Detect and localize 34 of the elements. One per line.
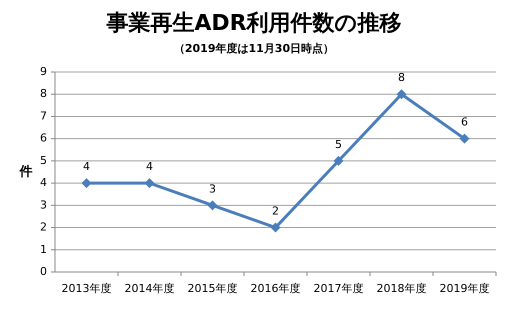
y-tick-label: 8 [40, 87, 47, 100]
chart-title: 事業再生ADR利用件数の推移 [105, 11, 402, 36]
data-label: 3 [209, 182, 216, 196]
x-tick-label: 2017年度 [314, 282, 364, 295]
x-tick-label: 2018年度 [376, 282, 426, 295]
point [460, 134, 470, 144]
x-tick-label: 2016年度 [250, 282, 300, 295]
point [82, 178, 92, 188]
y-tick-label: 2 [40, 220, 47, 234]
data-label: 4 [146, 160, 153, 174]
y-tick-label: 1 [40, 242, 47, 256]
y-tick-label: 4 [40, 176, 47, 190]
data-label: 4 [83, 160, 90, 174]
point [396, 89, 406, 100]
y-tick-label: 3 [40, 198, 47, 212]
y-tick-label: 7 [40, 109, 47, 122]
data-label: 6 [461, 116, 468, 129]
data-label: 5 [335, 138, 342, 151]
y-tick-label: 5 [40, 154, 47, 167]
x-tick-label: 2013年度 [62, 282, 112, 295]
point [270, 222, 280, 233]
point [334, 156, 344, 166]
y-tick-label: 9 [40, 65, 47, 78]
x-tick-label: 2019年度 [440, 282, 490, 295]
chart-subtitle: （2019年度は11月30日時点） [174, 42, 334, 55]
y-axis-title: 件 [18, 164, 32, 180]
y-tick-label: 0 [40, 265, 47, 278]
point [144, 178, 154, 188]
x-tick-label: 2014年度 [124, 282, 174, 295]
x-tick-label: 2015年度 [188, 282, 238, 295]
point [208, 200, 218, 210]
data-label: 2 [272, 204, 279, 218]
data-label: 8 [398, 71, 405, 84]
y-tick-label: 6 [40, 132, 47, 145]
